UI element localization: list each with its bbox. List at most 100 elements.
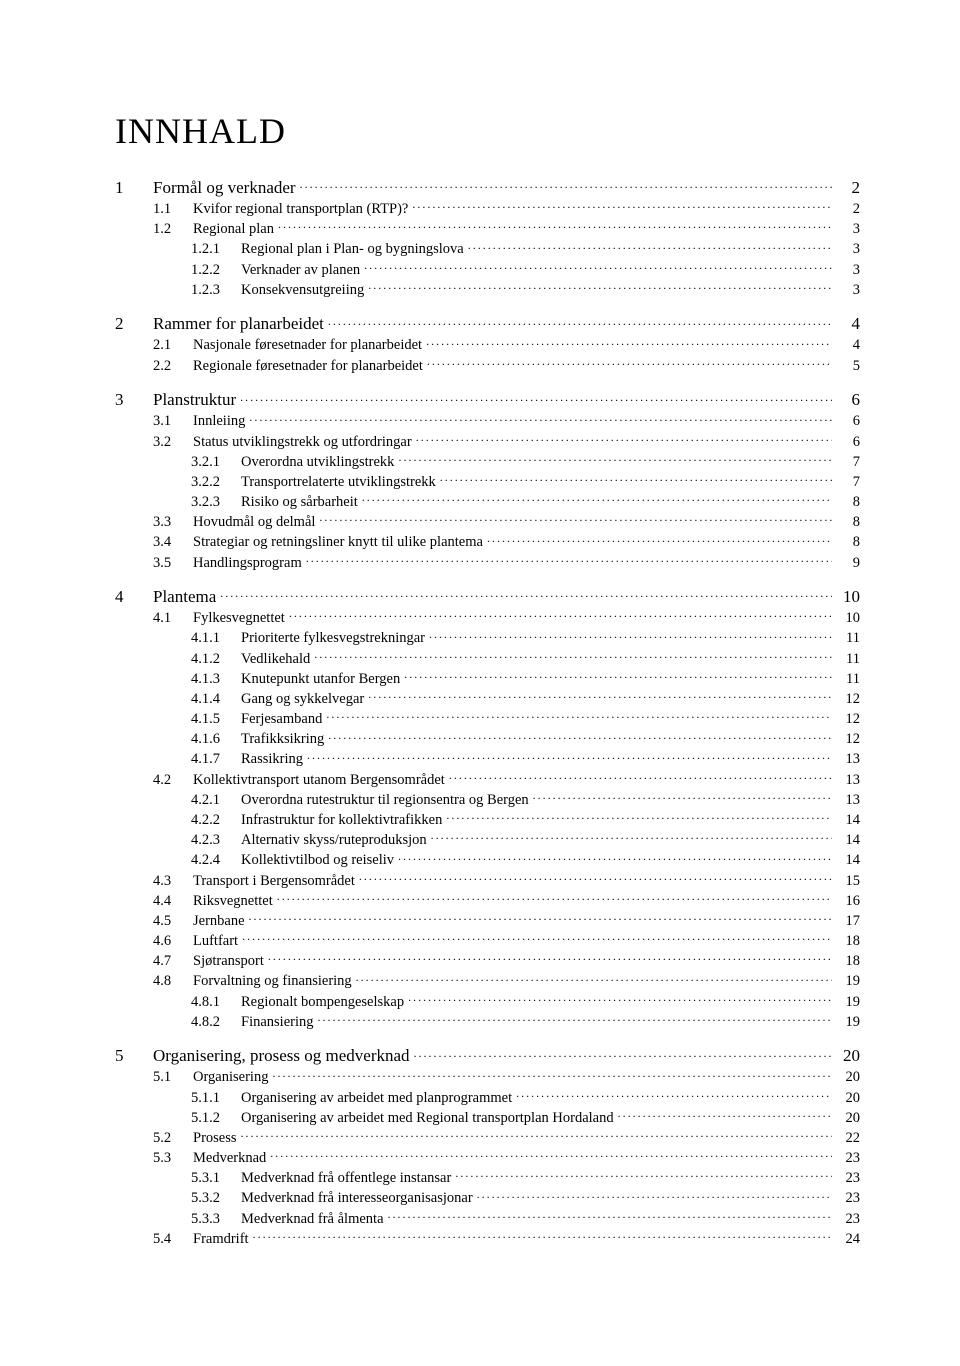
toc-entry-page: 11 — [832, 630, 860, 647]
toc-entry-page: 6 — [832, 390, 860, 410]
toc-entry-label: Overordna utviklingstrekk — [241, 454, 398, 471]
toc-entry-number: 3.2.3 — [191, 494, 241, 511]
toc-entry-number: 4.1 — [153, 610, 193, 627]
toc-entry-page: 8 — [832, 534, 860, 551]
toc-entry-label: Kollektivtransport utanom Bergensområdet — [193, 772, 449, 789]
toc-entry: 5.3.3Medverknad frå ålmenta23 — [115, 1208, 860, 1227]
toc-entry-page: 11 — [832, 671, 860, 688]
toc-entry-number: 3.2.1 — [191, 454, 241, 471]
toc-entry-number: 4.8.1 — [191, 994, 241, 1011]
toc-entry-number: 2 — [115, 314, 153, 334]
toc-leader-dots — [427, 355, 832, 370]
toc-entry-page: 13 — [832, 751, 860, 768]
toc-entry-page: 7 — [832, 474, 860, 491]
toc-entry-number: 3.2 — [153, 434, 193, 451]
toc-entry-page: 24 — [832, 1231, 860, 1248]
toc-entry-number: 4.1.7 — [191, 751, 241, 768]
toc-entry-page: 20 — [832, 1110, 860, 1127]
toc-entry: 4.4Riksvegnettet16 — [115, 890, 860, 909]
toc-entry-number: 4.2.2 — [191, 812, 241, 829]
toc-leader-dots — [314, 648, 832, 663]
toc-leader-dots — [431, 830, 832, 845]
toc-entry: 4.1Fylkesvegnettet10 — [115, 608, 860, 627]
toc-entry-page: 23 — [832, 1150, 860, 1167]
toc-leader-dots — [249, 411, 832, 426]
toc-entry-number: 5.3.2 — [191, 1190, 241, 1207]
toc-entry-page: 3 — [832, 282, 860, 299]
toc-entry-page: 7 — [832, 454, 860, 471]
toc-entry: 1.1Kvifor regional transportplan (RTP)?2 — [115, 199, 860, 218]
toc-leader-dots — [289, 608, 832, 623]
toc-entry-label: Medverknad frå offentlege instansar — [241, 1170, 455, 1187]
toc-entry-label: Trafikksikring — [241, 731, 328, 748]
toc-entry-page: 22 — [832, 1130, 860, 1147]
toc-entry-number: 5.1.1 — [191, 1090, 241, 1107]
toc-leader-dots — [356, 971, 832, 986]
toc-entry: 3.2.1Overordna utviklingstrekk 7 — [115, 451, 860, 470]
toc-leader-dots — [388, 1208, 832, 1223]
toc-entry-page: 14 — [832, 832, 860, 849]
toc-leader-dots — [412, 199, 832, 214]
toc-entry-page: 18 — [832, 953, 860, 970]
toc-entry: 3.2.2Transportrelaterte utviklingstrekk7 — [115, 471, 860, 490]
toc-leader-dots — [426, 335, 832, 350]
toc-entry-number: 4 — [115, 587, 153, 607]
toc-entry-page: 19 — [832, 973, 860, 990]
toc-entry-number: 4.6 — [153, 933, 193, 950]
toc-entry-label: Transportrelaterte utviklingstrekk — [241, 474, 440, 491]
toc-entry-label: Prioriterte fylkesvegstrekningar — [241, 630, 429, 647]
toc-entry-label: Formål og verknader — [153, 178, 300, 198]
toc-leader-dots — [306, 552, 832, 567]
toc-entry: 1.2.3Konsekvensutgreiing3 — [115, 279, 860, 298]
toc-entry-page: 12 — [832, 711, 860, 728]
toc-leader-dots — [278, 219, 832, 234]
toc-entry-number: 3 — [115, 390, 153, 410]
toc-entry-number: 5.4 — [153, 1231, 193, 1248]
toc-entry-number: 4.5 — [153, 913, 193, 930]
toc-entry-number: 4.2 — [153, 772, 193, 789]
toc-entry-number: 5.3.3 — [191, 1211, 241, 1228]
toc-entry: 4.8Forvaltning og finansiering19 — [115, 971, 860, 990]
toc-entry-label: Riksvegnettet — [193, 893, 277, 910]
toc-leader-dots — [364, 259, 832, 274]
toc-entry-number: 1.2.3 — [191, 282, 241, 299]
toc-entry-page: 23 — [832, 1190, 860, 1207]
toc-leader-dots — [270, 1148, 832, 1163]
toc-leader-dots — [268, 951, 832, 966]
toc-entry-page: 11 — [832, 651, 860, 668]
toc-leader-dots — [368, 688, 832, 703]
toc-entry-number: 1 — [115, 178, 153, 198]
toc-entry-page: 12 — [832, 691, 860, 708]
toc-entry: 4.7Sjøtransport18 — [115, 951, 860, 970]
toc-entry: 1.2Regional plan3 — [115, 219, 860, 238]
toc-entry-label: Vedlikehald — [241, 651, 314, 668]
toc-leader-dots — [240, 388, 832, 405]
toc-entry-label: Luftfart — [193, 933, 242, 950]
toc-entry-label: Medverknad — [193, 1150, 270, 1167]
toc-leader-dots — [362, 492, 832, 507]
toc-entry-number: 4.1.6 — [191, 731, 241, 748]
toc-leader-dots — [398, 451, 832, 466]
toc-entry-label: Rassikring — [241, 751, 307, 768]
toc-entry-page: 13 — [832, 772, 860, 789]
page-title: INNHALD — [115, 110, 860, 152]
toc-entry-label: Plantema — [153, 587, 220, 607]
toc-entry-label: Ferjesamband — [241, 711, 326, 728]
toc-entry-label: Medverknad frå ålmenta — [241, 1211, 388, 1228]
toc-leader-dots — [477, 1188, 832, 1203]
toc-entry-page: 18 — [832, 933, 860, 950]
toc-entry: 3Planstruktur6 — [115, 388, 860, 410]
toc-entry: 3.2.3Risiko og sårbarheit8 — [115, 492, 860, 511]
toc-entry: 5.3Medverknad23 — [115, 1148, 860, 1167]
toc-entry-label: Nasjonale føresetnader for planarbeidet — [193, 337, 426, 354]
toc-leader-dots — [272, 1067, 832, 1082]
toc-entry: 4.2.1Overordna rutestruktur til regionse… — [115, 789, 860, 808]
toc-entry-number: 2.1 — [153, 337, 193, 354]
toc-entry-label: Fylkesvegnettet — [193, 610, 289, 627]
toc-entry-page: 19 — [832, 994, 860, 1011]
toc-entry: 4.5Jernbane17 — [115, 910, 860, 929]
toc-entry-number: 4.1.5 — [191, 711, 241, 728]
toc-entry-label: Overordna rutestruktur til regionsentra … — [241, 792, 533, 809]
toc-leader-dots — [253, 1228, 832, 1243]
toc-entry-label: Regionale føresetnader for planarbeidet — [193, 358, 427, 375]
